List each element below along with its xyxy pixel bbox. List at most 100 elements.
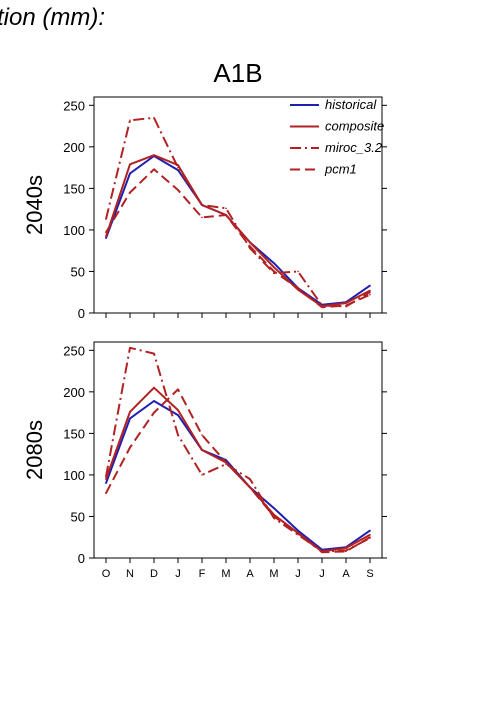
series-line-pcm1 <box>105 388 371 554</box>
data-point <box>177 166 179 169</box>
partial-title: tion (mm): <box>0 4 105 31</box>
data-point <box>153 116 155 119</box>
data-point <box>129 410 131 413</box>
y-tick-label: 200 <box>63 140 85 155</box>
data-point <box>105 492 107 495</box>
y-tick-label: 100 <box>63 468 85 483</box>
x-tick-label: J <box>295 568 301 580</box>
y-tick-label: 250 <box>63 343 85 358</box>
series-line-pcm1 <box>105 168 371 309</box>
data-point <box>153 154 155 156</box>
data-point <box>369 291 371 294</box>
data-point <box>129 417 131 420</box>
legend-label: composite <box>325 119 384 134</box>
x-tick-label: O <box>102 568 111 580</box>
y-tick-label: 0 <box>78 306 85 321</box>
data-point <box>369 536 371 539</box>
data-point <box>105 478 107 480</box>
x-tick-label: M <box>269 568 278 580</box>
y-tick-label: 200 <box>63 385 85 400</box>
x-tick-label: A <box>342 568 350 580</box>
data-point <box>201 216 203 219</box>
data-point <box>273 270 275 273</box>
data-point <box>129 163 131 166</box>
data-point <box>129 446 131 449</box>
data-point <box>105 235 107 238</box>
data-point <box>129 119 131 122</box>
legend: historical composite miroc_3.2 pcm1 <box>290 97 384 177</box>
period-label: 2080s <box>22 420 47 480</box>
legend-label: historical <box>325 97 377 112</box>
data-point <box>105 218 107 220</box>
series-line-miroc-3-2 <box>105 116 371 308</box>
data-point <box>129 172 131 175</box>
x-tick-label: J <box>175 568 181 580</box>
period-label: 2040s <box>22 175 47 235</box>
data-point <box>177 189 179 191</box>
y-tick-label: 50 <box>71 264 85 279</box>
y-tick-label: 100 <box>63 223 85 238</box>
data-point <box>345 302 347 304</box>
x-tick-label: F <box>199 568 206 580</box>
data-point <box>201 474 203 476</box>
y-tick-label: 0 <box>78 551 85 566</box>
data-point <box>177 409 179 411</box>
series-line-composite <box>105 386 371 553</box>
data-point <box>369 533 371 536</box>
data-point <box>369 284 371 287</box>
data-point <box>225 207 227 210</box>
data-point <box>105 482 107 485</box>
data-point <box>225 459 227 461</box>
data-point <box>297 532 299 534</box>
data-point <box>153 168 155 171</box>
data-point <box>153 386 155 389</box>
data-point <box>321 306 323 308</box>
data-point <box>369 289 371 292</box>
data-point <box>297 270 299 273</box>
data-point <box>321 551 323 553</box>
data-point <box>249 241 251 244</box>
data-point <box>177 414 179 416</box>
data-point <box>153 352 155 355</box>
x-tick-label: J <box>319 568 325 580</box>
x-tick-label: D <box>150 568 158 580</box>
x-tick-label: N <box>126 568 134 580</box>
y-tick-label: 50 <box>71 509 85 524</box>
data-point <box>105 231 107 234</box>
data-point <box>249 245 251 248</box>
data-point <box>177 434 179 436</box>
x-tick-label: M <box>221 568 230 580</box>
data-point <box>345 550 347 553</box>
chart-panel-2: 0 50 100 150 200 250 O N D J F M A M J J A S 2080s <box>22 341 387 580</box>
data-point <box>345 547 347 549</box>
scenario-title: A1B <box>213 58 262 88</box>
data-point <box>201 434 203 436</box>
data-point <box>273 507 275 509</box>
series-line-miroc-3-2 <box>105 346 371 553</box>
data-point <box>369 529 371 532</box>
data-point <box>105 475 107 478</box>
data-point <box>369 293 371 296</box>
data-point <box>297 287 299 289</box>
legend-label: pcm1 <box>324 162 357 177</box>
data-point <box>105 237 107 240</box>
data-point <box>201 449 203 451</box>
data-point <box>273 266 275 269</box>
data-point <box>249 478 251 480</box>
data-point <box>273 515 275 518</box>
data-point <box>225 461 227 464</box>
y-tick-label: 250 <box>63 98 85 113</box>
data-point <box>129 347 131 349</box>
data-point <box>297 529 299 532</box>
plot-frame <box>93 341 383 559</box>
data-point <box>153 400 155 402</box>
data-point <box>153 411 155 414</box>
data-point <box>225 214 227 216</box>
x-tick-label: S <box>366 568 373 580</box>
data-point <box>177 388 179 391</box>
data-point <box>129 191 131 194</box>
data-point <box>345 304 347 307</box>
y-tick-label: 150 <box>63 181 85 196</box>
y-tick-label: 150 <box>63 426 85 441</box>
